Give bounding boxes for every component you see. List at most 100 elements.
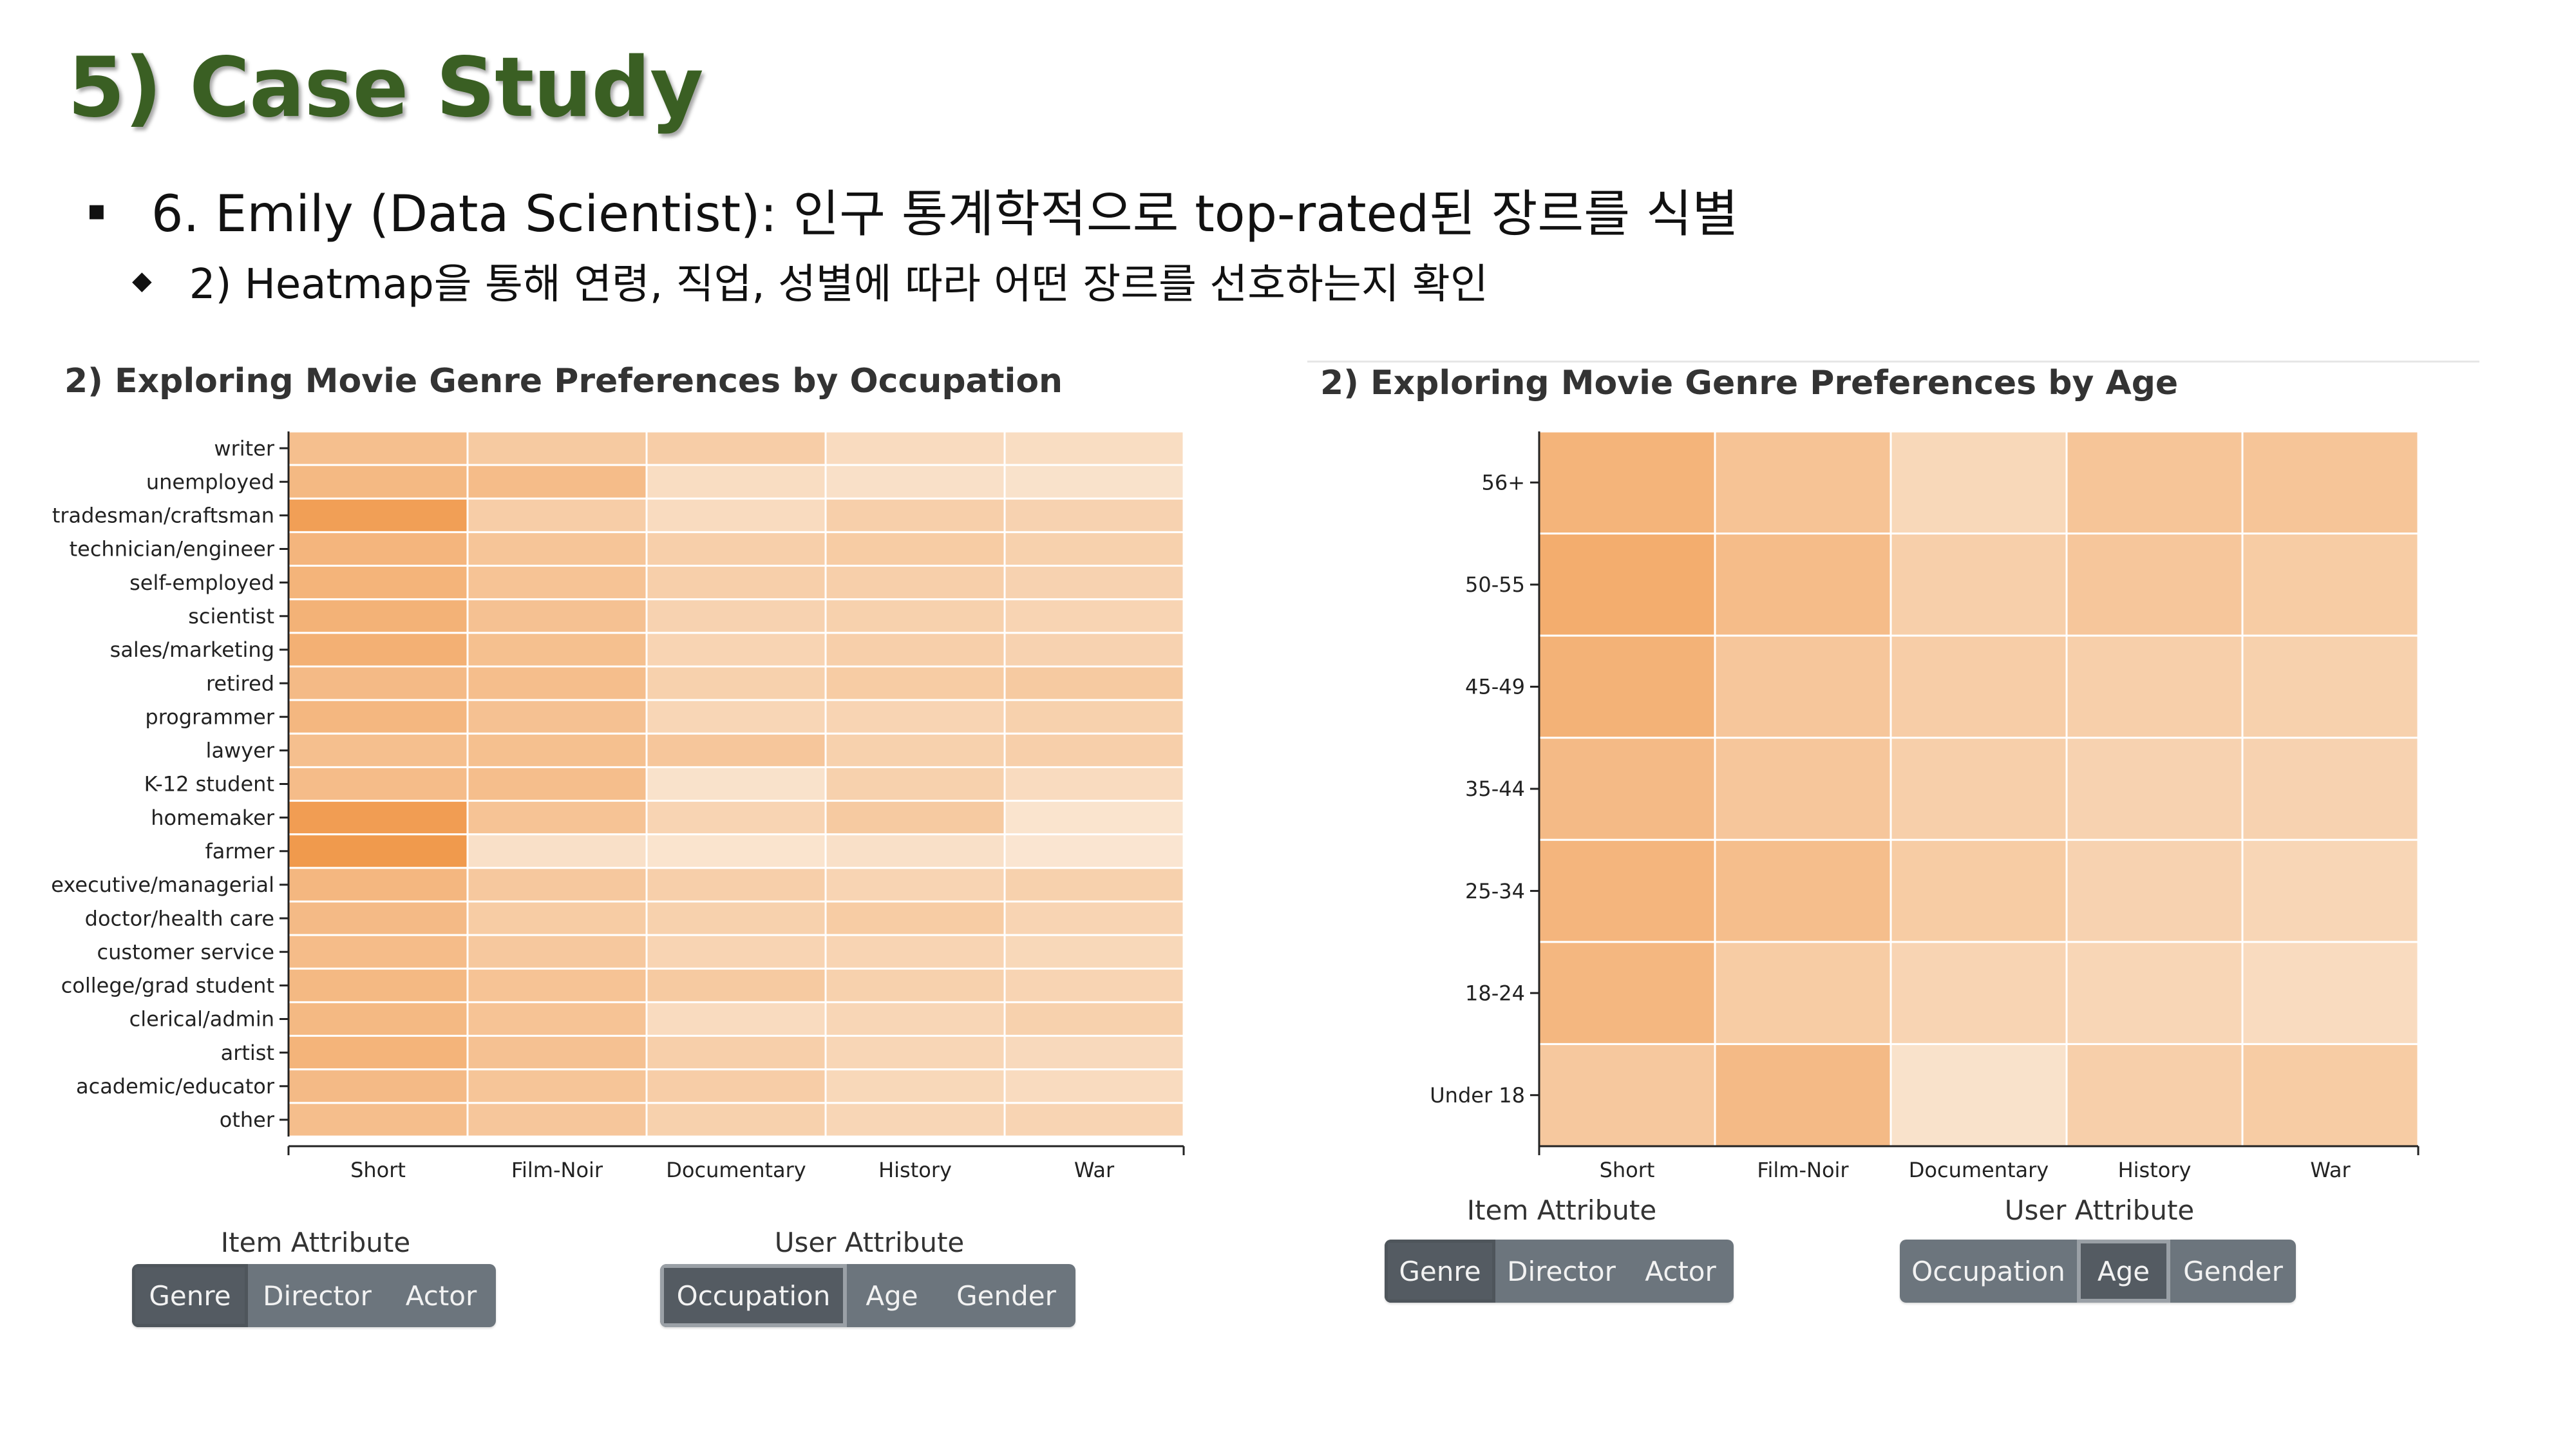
occupation-cell-scientist-short[interactable] xyxy=(287,598,469,634)
occupation-cell-homemaker-short[interactable] xyxy=(287,800,469,836)
occupation-cell-customer-service-film-noir[interactable] xyxy=(466,934,648,970)
occupation-cell-customer-service-war[interactable] xyxy=(1003,934,1185,970)
occupation-cell-sales-marketing-history[interactable] xyxy=(824,632,1006,668)
occupation-cell-doctor-health-care-short[interactable] xyxy=(287,900,469,936)
occupation-cell-lawyer-short[interactable] xyxy=(287,732,469,768)
occupation-cell-k-12-student-history[interactable] xyxy=(824,766,1006,802)
occupation-cell-unemployed-history[interactable] xyxy=(824,464,1006,500)
occupation-cell-self-employed-film-noir[interactable] xyxy=(466,565,648,601)
occupation-cell-sales-marketing-film-noir[interactable] xyxy=(466,632,648,668)
occupation-cell-customer-service-short[interactable] xyxy=(287,934,469,970)
occupation-cell-academic-educator-war[interactable] xyxy=(1003,1068,1185,1104)
occupation-cell-clerical-admin-war[interactable] xyxy=(1003,1001,1185,1037)
occupation-button-left[interactable]: Occupation xyxy=(660,1264,847,1327)
director-button-right[interactable]: Director xyxy=(1495,1240,1627,1303)
age-cell-35-44-documentary[interactable] xyxy=(1889,737,2068,841)
age-cell-45-49-film-noir[interactable] xyxy=(1714,634,1892,739)
director-button-left[interactable]: Director xyxy=(248,1264,386,1327)
age-cell-35-44-history[interactable] xyxy=(2065,737,2244,841)
occupation-cell-clerical-admin-history[interactable] xyxy=(824,1001,1006,1037)
age-cell-50-55-film-noir[interactable] xyxy=(1714,533,1892,637)
occupation-cell-k-12-student-documentary[interactable] xyxy=(645,766,827,802)
occupation-cell-writer-history[interactable] xyxy=(824,430,1006,466)
occupation-cell-executive-managerial-war[interactable] xyxy=(1003,867,1185,903)
age-button-left[interactable]: Age xyxy=(847,1264,937,1327)
age-cell-25-34-history[interactable] xyxy=(2065,838,2244,943)
age-cell-35-44-film-noir[interactable] xyxy=(1714,737,1892,841)
age-cell-50-55-war[interactable] xyxy=(2241,533,2420,637)
age-cell-25-34-short[interactable] xyxy=(1538,838,1716,943)
occupation-cell-programmer-film-noir[interactable] xyxy=(466,699,648,735)
occupation-cell-artist-documentary[interactable] xyxy=(645,1035,827,1071)
age-cell-25-34-war[interactable] xyxy=(2241,838,2420,943)
occupation-cell-college-grad-student-history[interactable] xyxy=(824,967,1006,1003)
age-cell-56-short[interactable] xyxy=(1538,430,1716,535)
occupation-cell-retired-short[interactable] xyxy=(287,665,469,701)
occupation-cell-unemployed-film-noir[interactable] xyxy=(466,464,648,500)
occupation-cell-scientist-film-noir[interactable] xyxy=(466,598,648,634)
occupation-cell-farmer-documentary[interactable] xyxy=(645,833,827,869)
occupation-cell-other-short[interactable] xyxy=(287,1102,469,1138)
occupation-cell-doctor-health-care-documentary[interactable] xyxy=(645,900,827,936)
occupation-cell-farmer-war[interactable] xyxy=(1003,833,1185,869)
occupation-cell-doctor-health-care-film-noir[interactable] xyxy=(466,900,648,936)
age-cell-18-24-war[interactable] xyxy=(2241,941,2420,1045)
occupation-cell-homemaker-war[interactable] xyxy=(1003,800,1185,836)
occupation-cell-academic-educator-documentary[interactable] xyxy=(645,1068,827,1104)
age-cell-56-documentary[interactable] xyxy=(1889,430,2068,535)
occupation-cell-tradesman-craftsman-documentary[interactable] xyxy=(645,497,827,533)
occupation-cell-doctor-health-care-history[interactable] xyxy=(824,900,1006,936)
age-cell-under-18-war[interactable] xyxy=(2241,1043,2420,1147)
occupation-cell-customer-service-history[interactable] xyxy=(824,934,1006,970)
occupation-cell-college-grad-student-film-noir[interactable] xyxy=(466,967,648,1003)
gender-button-right[interactable]: Gender xyxy=(2170,1240,2296,1303)
occupation-cell-executive-managerial-history[interactable] xyxy=(824,867,1006,903)
occupation-cell-executive-managerial-short[interactable] xyxy=(287,867,469,903)
occupation-cell-clerical-admin-short[interactable] xyxy=(287,1001,469,1037)
occupation-cell-unemployed-documentary[interactable] xyxy=(645,464,827,500)
occupation-cell-artist-war[interactable] xyxy=(1003,1035,1185,1071)
age-cell-25-34-film-noir[interactable] xyxy=(1714,838,1892,943)
actor-button-right[interactable]: Actor xyxy=(1627,1240,1734,1303)
actor-button-left[interactable]: Actor xyxy=(386,1264,496,1327)
occupation-cell-tradesman-craftsman-war[interactable] xyxy=(1003,497,1185,533)
occupation-cell-tradesman-craftsman-short[interactable] xyxy=(287,497,469,533)
occupation-cell-academic-educator-film-noir[interactable] xyxy=(466,1068,648,1104)
occupation-cell-technician-engineer-history[interactable] xyxy=(824,531,1006,567)
occupation-cell-tradesman-craftsman-film-noir[interactable] xyxy=(466,497,648,533)
occupation-cell-technician-engineer-war[interactable] xyxy=(1003,531,1185,567)
age-cell-56-film-noir[interactable] xyxy=(1714,430,1892,535)
occupation-cell-artist-history[interactable] xyxy=(824,1035,1006,1071)
occupation-cell-artist-short[interactable] xyxy=(287,1035,469,1071)
occupation-cell-writer-film-noir[interactable] xyxy=(466,430,648,466)
occupation-cell-executive-managerial-film-noir[interactable] xyxy=(466,867,648,903)
age-button-right[interactable]: Age xyxy=(2077,1240,2170,1303)
occupation-cell-academic-educator-history[interactable] xyxy=(824,1068,1006,1104)
occupation-cell-self-employed-war[interactable] xyxy=(1003,565,1185,601)
occupation-cell-self-employed-history[interactable] xyxy=(824,565,1006,601)
genre-button-right[interactable]: Genre xyxy=(1385,1240,1495,1303)
occupation-cell-technician-engineer-short[interactable] xyxy=(287,531,469,567)
occupation-cell-farmer-history[interactable] xyxy=(824,833,1006,869)
occupation-cell-retired-documentary[interactable] xyxy=(645,665,827,701)
occupation-cell-doctor-health-care-war[interactable] xyxy=(1003,900,1185,936)
occupation-cell-writer-war[interactable] xyxy=(1003,430,1185,466)
occupation-cell-tradesman-craftsman-history[interactable] xyxy=(824,497,1006,533)
occupation-cell-unemployed-war[interactable] xyxy=(1003,464,1185,500)
occupation-cell-unemployed-short[interactable] xyxy=(287,464,469,500)
age-cell-25-34-documentary[interactable] xyxy=(1889,838,2068,943)
age-cell-45-49-documentary[interactable] xyxy=(1889,634,2068,739)
occupation-cell-sales-marketing-war[interactable] xyxy=(1003,632,1185,668)
occupation-cell-k-12-student-war[interactable] xyxy=(1003,766,1185,802)
occupation-cell-farmer-film-noir[interactable] xyxy=(466,833,648,869)
occupation-cell-artist-film-noir[interactable] xyxy=(466,1035,648,1071)
occupation-cell-lawyer-documentary[interactable] xyxy=(645,732,827,768)
occupation-cell-clerical-admin-film-noir[interactable] xyxy=(466,1001,648,1037)
occupation-cell-other-history[interactable] xyxy=(824,1102,1006,1138)
age-cell-45-49-history[interactable] xyxy=(2065,634,2244,739)
occupation-cell-retired-war[interactable] xyxy=(1003,665,1185,701)
occupation-cell-self-employed-documentary[interactable] xyxy=(645,565,827,601)
occupation-cell-programmer-documentary[interactable] xyxy=(645,699,827,735)
occupation-cell-retired-history[interactable] xyxy=(824,665,1006,701)
occupation-cell-writer-documentary[interactable] xyxy=(645,430,827,466)
